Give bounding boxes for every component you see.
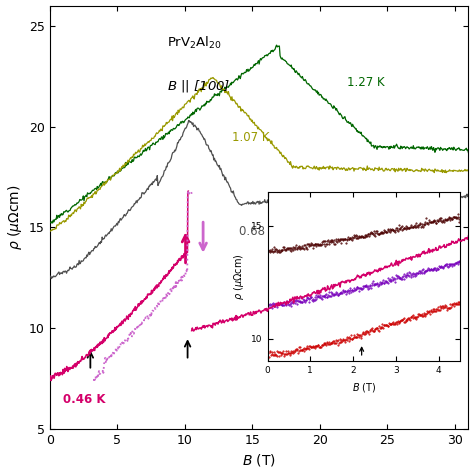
- Text: 0.46 K: 0.46 K: [64, 393, 106, 406]
- X-axis label: $B$ (T): $B$ (T): [242, 453, 276, 468]
- Y-axis label: $\rho$ ($\mu\Omega$cm): $\rho$ ($\mu\Omega$cm): [6, 184, 24, 250]
- Text: 1.27 K: 1.27 K: [347, 76, 384, 89]
- Text: $B$ || [100]: $B$ || [100]: [167, 78, 230, 93]
- Text: 1.07 K: 1.07 K: [232, 131, 270, 144]
- Text: PrV$_2$Al$_{20}$: PrV$_2$Al$_{20}$: [167, 35, 222, 51]
- Text: 0.68 K: 0.68 K: [239, 226, 276, 238]
